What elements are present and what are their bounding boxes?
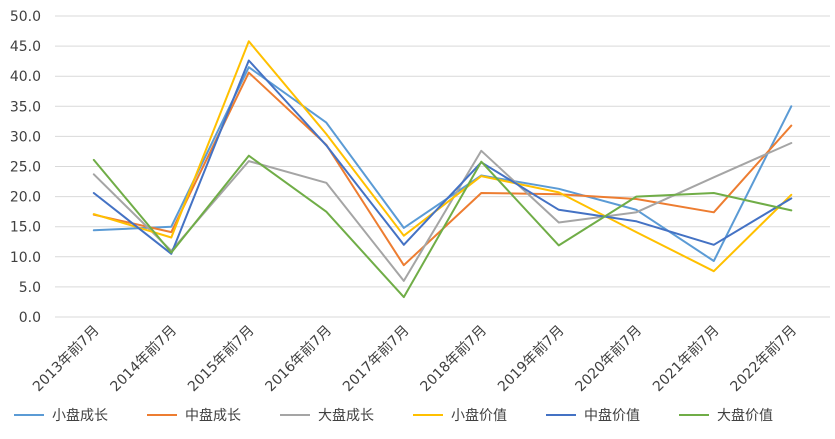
x-tick-label: 2017年前7月: [339, 322, 412, 395]
legend-label: 大盘成长: [318, 407, 374, 424]
x-tick-label: 2018年前7月: [417, 322, 490, 395]
x-tick-label: 2020年前7月: [572, 322, 645, 395]
series-line-5: [92, 154, 793, 299]
series-line-2: [92, 142, 793, 282]
x-tick-label: 2022年前7月: [727, 322, 800, 395]
grid-lines: [55, 15, 830, 318]
legend-label: 小盘成长: [52, 407, 108, 424]
x-tick-label: 2019年前7月: [494, 322, 567, 395]
y-axis-ticks: 0.0 5.0 10.0 15.0 20.0 25.0 30.0 35.0 40.0 45.0 50…: [10, 9, 41, 326]
y-tick-label: 30.0: [10, 129, 41, 145]
y-tick-label: 40.0: [10, 69, 41, 85]
y-tick-label: 10.0: [10, 250, 41, 266]
legend-label: 小盘价值: [451, 407, 507, 424]
legend: 小盘成长 中盘成长 大盘成长 小盘价值 中盘价值 大盘价值: [14, 407, 773, 424]
legend-label: 中盘成长: [185, 407, 241, 424]
y-tick-label: 5.0: [19, 280, 41, 296]
legend-label: 大盘价值: [717, 407, 773, 424]
x-tick-label: 2013年前7月: [29, 322, 102, 395]
series-line-3: [92, 40, 793, 273]
x-tick-label: 2014年前7月: [107, 322, 180, 395]
x-tick-label: 2015年前7月: [184, 322, 257, 395]
y-tick-label: 0.0: [19, 310, 41, 326]
series-lines: [92, 40, 793, 299]
legend-label: 中盘价值: [584, 407, 640, 424]
y-tick-label: 25.0: [10, 160, 41, 176]
x-tick-label: 2021年前7月: [649, 322, 722, 395]
y-tick-label: 45.0: [10, 39, 41, 55]
y-tick-label: 35.0: [10, 99, 41, 115]
y-tick-label: 20.0: [10, 190, 41, 206]
series-line-0: [92, 66, 793, 262]
x-axis-ticks: 2013年前7月 2014年前7月 2015年前7月 2016年前7月 2017年前7月…: [29, 322, 800, 395]
series-line-4: [92, 59, 793, 255]
y-tick-label: 50.0: [10, 9, 41, 25]
x-tick-label: 2016年前7月: [262, 322, 335, 395]
y-tick-label: 15.0: [10, 220, 41, 236]
